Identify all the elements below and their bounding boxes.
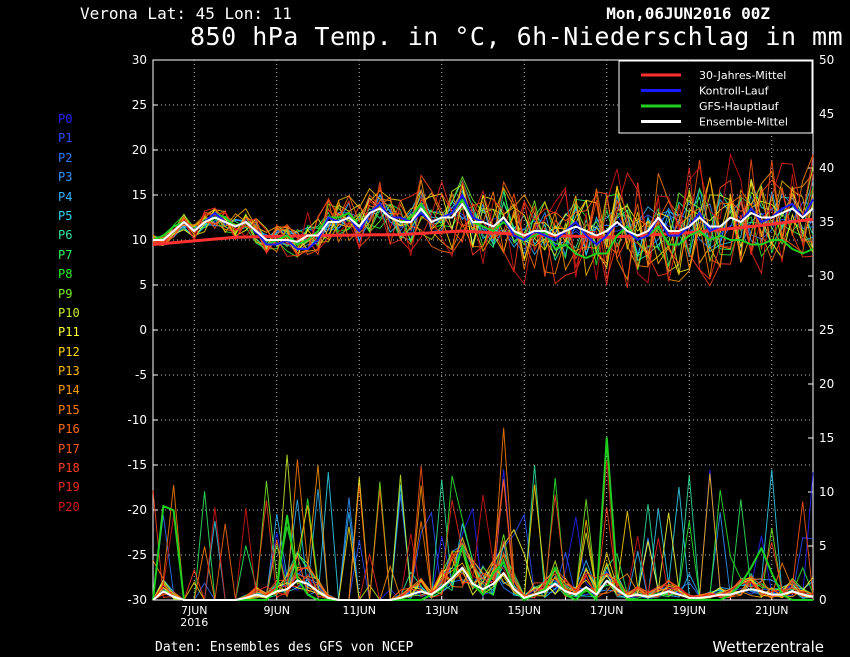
series-30-jahres-mittel xyxy=(152,217,814,246)
member-label: P4 xyxy=(58,189,73,204)
y-right-tick-label: 30 xyxy=(819,269,834,283)
member-label: P13 xyxy=(58,364,80,379)
member-label: P20 xyxy=(58,499,80,514)
member-label: P19 xyxy=(58,480,80,495)
member-label: P0 xyxy=(58,112,73,126)
member-temp-line xyxy=(152,179,814,289)
y-left-tick-label: 5 xyxy=(139,278,147,292)
y-left-tick-label: -20 xyxy=(127,503,147,517)
y-left-tick-label: 30 xyxy=(132,53,147,67)
y-left-tick-label: 10 xyxy=(132,233,147,247)
y-left-tick-label: -10 xyxy=(127,413,147,427)
member-label: P6 xyxy=(58,228,73,243)
y-left-tick-label: 0 xyxy=(139,323,147,337)
x-year-label: 2016 xyxy=(180,616,208,629)
y-left-tick-label: -25 xyxy=(127,548,147,562)
series-ensemble-mittel xyxy=(153,203,814,243)
brand-label: Wetterzentrale xyxy=(712,638,824,656)
member-label: P10 xyxy=(58,305,80,320)
y-left-tick-label: 20 xyxy=(132,143,147,157)
legend-label: Kontroll-Lauf xyxy=(699,85,770,98)
y-right-tick-label: 10 xyxy=(819,485,834,499)
member-label: P8 xyxy=(58,267,73,282)
member-label: P9 xyxy=(58,286,73,301)
y-right-tick-label: 20 xyxy=(819,377,834,391)
member-label: P18 xyxy=(58,461,80,476)
y-right-tick-label: 45 xyxy=(819,107,834,121)
legend-box xyxy=(618,60,813,134)
x-tick-label: 7JUN xyxy=(181,604,208,617)
member-label: P1 xyxy=(58,131,73,146)
member-label: P3 xyxy=(58,170,73,185)
member-label: P7 xyxy=(58,247,73,262)
series-niederschlag-gfs-hauptlauf xyxy=(152,437,813,601)
member-label: P5 xyxy=(58,208,73,223)
chart-title: 850 hPa Temp. in °C, 6h-Niederschlag in … xyxy=(190,22,844,51)
member-label: P17 xyxy=(58,441,80,456)
member-precip-line xyxy=(152,465,814,601)
x-tick-label: 21JUN xyxy=(755,604,789,617)
y-left-tick-label: 25 xyxy=(132,98,147,112)
series-niederschlag-ensemble-mittel xyxy=(152,566,814,601)
member-precip-line xyxy=(152,469,814,601)
x-tick-label: 17JUN xyxy=(590,604,624,617)
y-right-tick-label: 50 xyxy=(819,53,834,67)
ensemble-member-list: P0 P1 P2 P3 P4 P5 P6 P7 P8 P9 P10 P11 P12 P13 P14 P15 P1… xyxy=(58,110,80,517)
member-temp-line xyxy=(152,159,814,277)
member-label: P12 xyxy=(58,344,80,359)
y-left-tick-label: -15 xyxy=(127,458,147,472)
x-tick-label: 13JUN xyxy=(425,604,459,617)
location-header: Verona Lat: 45 Lon: 11 xyxy=(80,4,292,23)
member-temp-line xyxy=(152,180,814,278)
y-right-tick-label: 40 xyxy=(819,161,834,175)
y-left-tick-label: -30 xyxy=(127,593,147,607)
member-label: P11 xyxy=(58,325,80,340)
x-tick-label: 9JUN xyxy=(263,604,290,617)
legend-label: 30-Jahres-Mittel xyxy=(699,69,786,82)
data-source-note: Daten: Ensembles des GFS von NCEP xyxy=(155,640,414,655)
y-left-tick-label: 15 xyxy=(132,188,147,202)
x-tick-label: 11JUN xyxy=(342,604,376,617)
y-right-tick-label: 35 xyxy=(819,215,834,229)
x-tick-label: 15JUN xyxy=(507,604,541,617)
y-left-tick-label: -5 xyxy=(135,368,147,382)
run-timestamp: Mon,06JUN2016 00Z xyxy=(606,4,770,23)
legend-label: GFS-Hauptlauf xyxy=(699,100,780,113)
x-tick-label: 19JUN xyxy=(672,604,706,617)
chart-legend: 30-Jahres-Mittel Kontroll-Lauf GFS-Hauptla… xyxy=(618,60,813,134)
y-right-tick-label: 0 xyxy=(819,593,827,607)
y-right-tick-label: 15 xyxy=(819,431,834,445)
y-right-tick-label: 5 xyxy=(819,539,827,553)
member-label: P2 xyxy=(58,150,73,165)
member-label: P15 xyxy=(58,402,80,417)
member-precip-line xyxy=(152,469,814,601)
member-label: P16 xyxy=(58,422,80,437)
y-right-tick-label: 25 xyxy=(819,323,834,337)
member-temp-line xyxy=(152,152,814,286)
member-label: P14 xyxy=(58,383,80,398)
legend-label: Ensemble-Mittel xyxy=(699,116,788,129)
